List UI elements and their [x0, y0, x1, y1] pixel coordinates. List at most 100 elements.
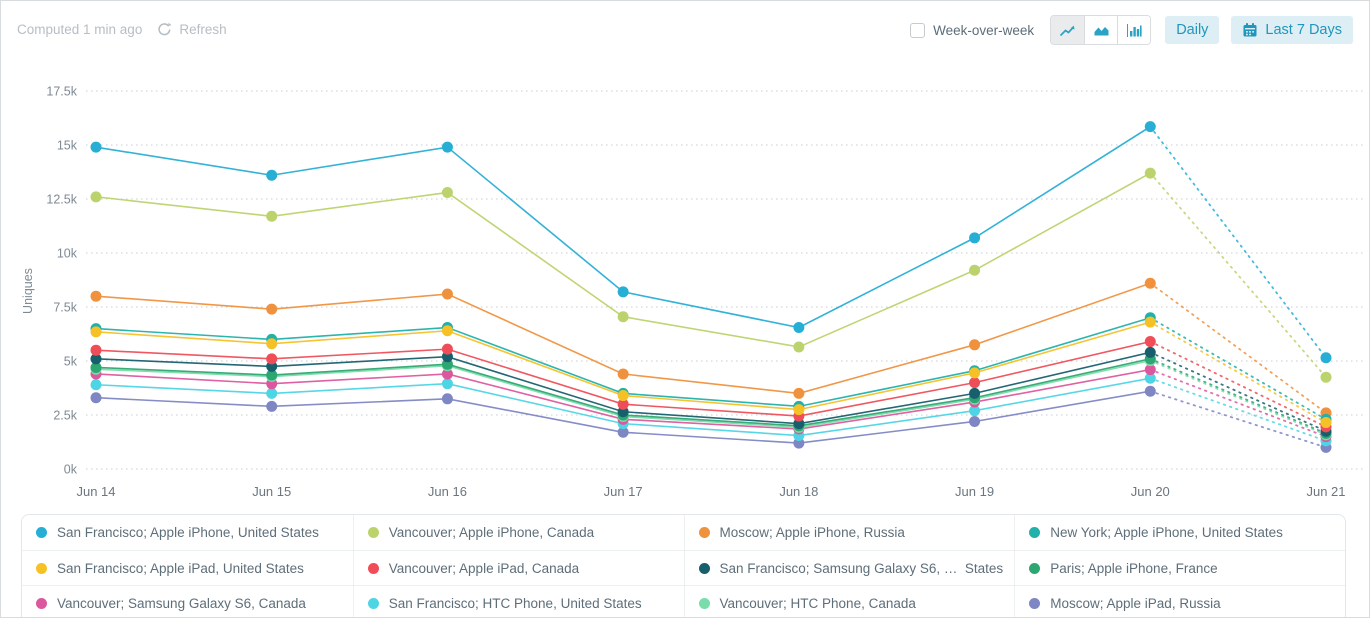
legend-label: Paris; Apple iPhone, France	[1050, 560, 1218, 576]
data-point[interactable]	[90, 361, 102, 373]
series-line-projected	[1149, 172, 1327, 379]
legend-item[interactable]: New York; Apple iPhone, United States	[1014, 515, 1345, 550]
legend-swatch	[1029, 562, 1041, 574]
date-range-button[interactable]: Last 7 Days	[1231, 16, 1353, 44]
data-point[interactable]	[1144, 346, 1156, 358]
data-point[interactable]	[90, 191, 102, 203]
data-point[interactable]	[266, 353, 278, 365]
data-point[interactable]	[969, 339, 981, 351]
bar-chart-button[interactable]	[1117, 16, 1151, 44]
data-point[interactable]	[793, 404, 805, 416]
data-point[interactable]	[969, 387, 981, 399]
data-point[interactable]	[969, 367, 981, 379]
legend-item[interactable]: Vancouver; Apple iPhone, Canada	[352, 515, 684, 550]
series-line-projected	[1149, 377, 1327, 442]
data-point[interactable]	[969, 405, 981, 417]
data-point[interactable]	[266, 303, 278, 315]
data-point[interactable]	[617, 311, 629, 323]
data-point[interactable]	[793, 387, 805, 399]
area-chart-icon	[1093, 23, 1110, 38]
data-point[interactable]	[90, 344, 102, 356]
data-point[interactable]	[1320, 371, 1332, 383]
legend-item[interactable]: Vancouver; Samsung Galaxy S6, Canada	[22, 585, 353, 617]
refresh-icon	[156, 21, 173, 38]
area-chart-button[interactable]	[1084, 16, 1118, 44]
week-over-week-checkbox[interactable]	[910, 22, 926, 38]
legend-swatch	[698, 562, 710, 574]
data-point[interactable]	[1144, 167, 1156, 179]
legend-swatch	[36, 562, 47, 574]
data-point[interactable]	[793, 322, 805, 334]
data-point[interactable]	[266, 387, 278, 399]
data-point[interactable]	[793, 418, 805, 430]
data-point[interactable]	[1144, 372, 1156, 384]
data-point[interactable]	[617, 286, 629, 298]
data-point[interactable]	[90, 392, 102, 404]
legend-label: Moscow; Apple iPhone, Russia	[719, 525, 905, 540]
data-point[interactable]	[617, 406, 629, 418]
data-point[interactable]	[969, 377, 981, 389]
data-point[interactable]	[969, 415, 981, 427]
data-point[interactable]	[1144, 364, 1156, 376]
x-tick-label: Jun 18	[779, 484, 818, 499]
data-point[interactable]	[90, 379, 102, 391]
daily-label: Daily	[1176, 22, 1209, 38]
legend-item[interactable]: San Francisco; Apple iPad, United States	[22, 550, 353, 585]
data-point[interactable]	[441, 187, 453, 199]
data-point[interactable]	[617, 426, 629, 438]
data-point[interactable]	[266, 338, 278, 350]
data-point[interactable]	[617, 368, 629, 380]
legend-label: Vancouver; Apple iPhone, Canada	[388, 525, 595, 540]
legend-item[interactable]: Moscow; Apple iPad, Russia	[1014, 585, 1345, 617]
data-point[interactable]	[90, 290, 102, 302]
data-point[interactable]	[441, 358, 453, 370]
data-point[interactable]	[90, 353, 102, 365]
legend-item[interactable]: Vancouver; Apple iPad, Canada	[352, 550, 684, 585]
legend-item[interactable]: Vancouver; HTC Phone, Canada	[683, 585, 1015, 617]
legend-item[interactable]: San Francisco; HTC Phone, United States	[352, 585, 684, 617]
data-point[interactable]	[441, 368, 453, 380]
data-point[interactable]	[1144, 316, 1156, 328]
data-point[interactable]	[441, 378, 453, 390]
legend-item[interactable]: San Francisco; Apple iPhone, United Stat…	[22, 515, 353, 550]
data-point[interactable]	[617, 390, 629, 402]
legend-item[interactable]: San Francisco; Samsung Galaxy S6, … Stat…	[683, 550, 1015, 585]
data-point[interactable]	[441, 325, 453, 337]
data-point[interactable]	[1144, 385, 1156, 397]
data-point[interactable]	[617, 398, 629, 410]
data-point[interactable]	[969, 264, 981, 276]
legend-table: San Francisco; Apple iPhone, United Stat…	[21, 514, 1346, 617]
data-point[interactable]	[90, 141, 102, 153]
line-chart-button[interactable]	[1051, 16, 1085, 44]
calendar-icon	[1242, 22, 1258, 38]
data-point[interactable]	[969, 232, 981, 244]
data-point[interactable]	[1320, 352, 1332, 364]
refresh-button[interactable]: Refresh	[156, 21, 227, 38]
legend-swatch	[367, 597, 379, 609]
legend-item[interactable]: Moscow; Apple iPhone, Russia	[683, 515, 1015, 550]
data-point[interactable]	[441, 343, 453, 355]
x-tick-label: Jun 21	[1306, 484, 1345, 499]
chart-svg[interactable]: 0k 2.5k 5k 7.5k 10k 12.5k 15k 17.5k Uniques Jun 1…	[1, 1, 1370, 509]
data-point[interactable]	[1320, 417, 1332, 429]
data-point[interactable]	[266, 369, 278, 381]
legend-swatch	[698, 527, 710, 538]
data-point[interactable]	[266, 169, 278, 181]
data-point[interactable]	[266, 360, 278, 372]
data-point[interactable]	[266, 400, 278, 412]
data-point[interactable]	[1144, 336, 1156, 348]
data-point[interactable]	[441, 141, 453, 153]
data-point[interactable]	[441, 393, 453, 405]
data-point[interactable]	[441, 351, 453, 363]
data-point[interactable]	[266, 210, 278, 222]
data-point[interactable]	[793, 437, 805, 449]
data-point[interactable]	[1144, 121, 1156, 133]
data-point[interactable]	[1144, 277, 1156, 289]
data-point[interactable]	[90, 326, 102, 338]
legend-swatch	[367, 527, 379, 538]
legend-item[interactable]: Paris; Apple iPhone, France	[1014, 550, 1345, 585]
x-tick-label: Jun 14	[76, 484, 115, 499]
data-point[interactable]	[441, 288, 453, 300]
data-point[interactable]	[793, 341, 805, 353]
interval-daily-button[interactable]: Daily	[1165, 16, 1220, 44]
